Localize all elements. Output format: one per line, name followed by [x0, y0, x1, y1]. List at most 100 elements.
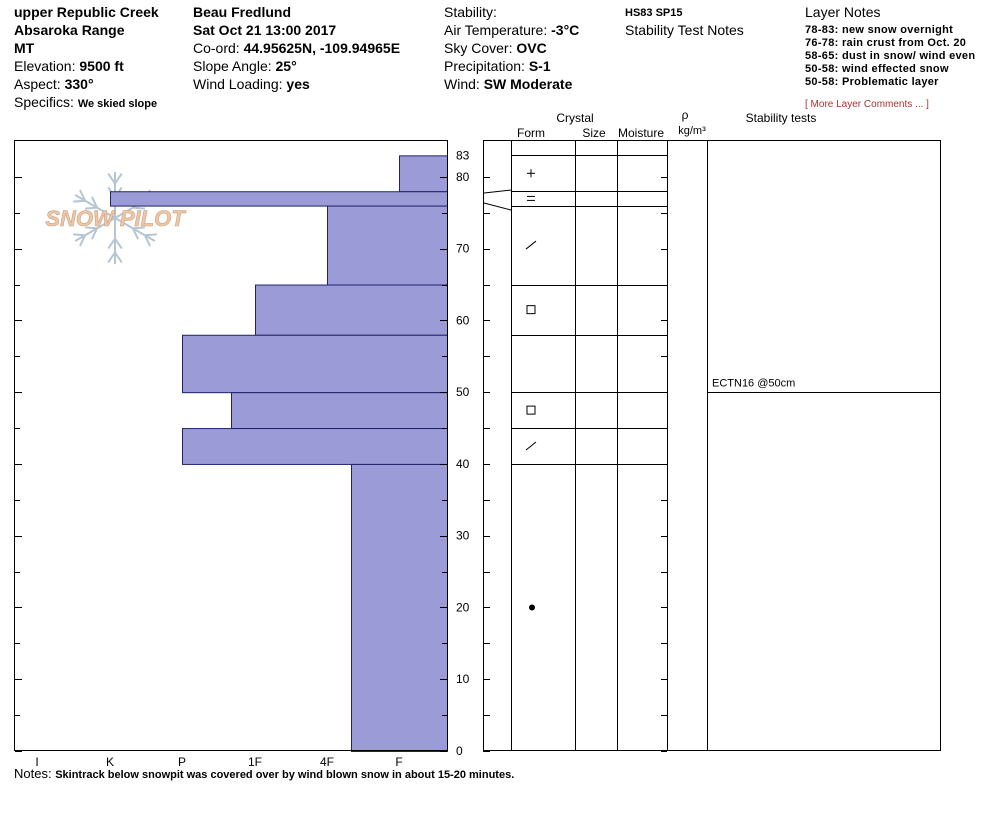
- wind-loading-label: Wind Loading:: [193, 76, 283, 92]
- hardness-label: 1F: [248, 755, 262, 769]
- grain-symbol-slash: [525, 441, 537, 451]
- layer-note: 76-78: rain crust from Oct. 20: [805, 37, 967, 49]
- hardness-label: F: [395, 755, 402, 769]
- wind-row: Wind: SW Moderate: [444, 76, 572, 92]
- coord-value: 44.95625N, -109.94965E: [243, 40, 401, 56]
- wind-label: Wind:: [444, 76, 480, 92]
- air-temp-row: Air Temperature: -3°C: [444, 22, 579, 38]
- notes-label: Notes:: [14, 766, 52, 781]
- depth-axis: 0 10 20 30 40 50 60 70 80 83: [15, 148, 667, 758]
- specifics-label: Specifics:: [14, 94, 74, 110]
- depth-label: 10: [456, 672, 470, 686]
- depth-label: 80: [456, 170, 470, 184]
- depth-label: 40: [456, 457, 470, 471]
- precip-row: Precipitation: S-1: [444, 58, 551, 74]
- hardness-bar: [327, 205, 448, 286]
- depth-label: 70: [456, 242, 470, 256]
- layer-note: 58-65: dust in snow/ wind even: [805, 50, 976, 62]
- depth-label: 50: [456, 385, 470, 399]
- snowflake-branch: [114, 251, 123, 263]
- hardness-plot-frame: [14, 140, 448, 751]
- snowflake-arm: [74, 194, 116, 219]
- layer-note: 78-83: new snow overnight: [805, 24, 954, 36]
- snowflake-branch: [114, 173, 123, 185]
- boundary-connector: [483, 189, 512, 194]
- snowflake-branch: [90, 227, 98, 240]
- aspect-row: Aspect: 330°: [14, 76, 94, 92]
- notes-row: Notes: Skintrack below snowpit was cover…: [14, 766, 514, 781]
- slope-row: Slope Angle: 25°: [193, 58, 297, 74]
- location-name: upper Republic Creek: [14, 4, 159, 20]
- hardness-bar: [110, 191, 448, 207]
- notes-text: Skintrack below snowpit was covered over…: [55, 769, 515, 781]
- hardness-bar: [351, 463, 448, 752]
- depth-label: 20: [456, 600, 470, 614]
- boundary-connector: [483, 202, 512, 211]
- grain-symbol-slash: [525, 240, 537, 250]
- density-rho-header: ρ: [682, 108, 689, 122]
- snowflake-branch: [85, 206, 98, 210]
- state: MT: [14, 40, 35, 56]
- snowflake-branch: [143, 234, 151, 247]
- snowflake-branch: [114, 238, 123, 250]
- hardness-bars: [110, 155, 448, 752]
- hardness-label: I: [35, 755, 38, 769]
- precip-label: Precipitation:: [444, 58, 525, 74]
- depth-label: 83: [456, 148, 470, 162]
- snowflake-branch: [79, 234, 87, 247]
- snowflake-branch: [144, 233, 157, 237]
- depth-label: 30: [456, 529, 470, 543]
- wind-loading-row: Wind Loading: yes: [193, 76, 310, 92]
- snowpilot-logo: SNOW PILOT: [45, 172, 187, 264]
- wind-value: SW Moderate: [483, 76, 573, 92]
- layer-rows: [483, 155, 667, 465]
- snowflake-arm: [74, 217, 116, 242]
- sky-cover-label: Sky Cover:: [444, 40, 513, 56]
- hardness-bar: [255, 284, 448, 336]
- stability-test-notes-label: Stability Test Notes: [625, 22, 744, 38]
- stability-tests-header: Stability tests: [746, 111, 817, 125]
- hardness-bar: [231, 392, 448, 430]
- hardness-bar: [182, 334, 448, 394]
- depth-label: 60: [456, 313, 470, 327]
- air-temp-label: Air Temperature:: [444, 22, 548, 38]
- layer-note: 50-58: Problematic layer: [805, 76, 939, 88]
- snowflake-branch: [85, 226, 98, 230]
- hs-sp-value: HS83 SP15: [625, 7, 683, 19]
- sky-cover-row: Sky Cover: OVC: [444, 40, 547, 56]
- hardness-bar: [182, 428, 448, 465]
- hardness-label: P: [178, 755, 186, 769]
- snowflake-branch: [73, 199, 86, 203]
- grain-forms: [525, 169, 537, 611]
- grain-symbol-square: [526, 305, 536, 315]
- elevation-row: Elevation: 9500 ft: [14, 58, 124, 74]
- mountain-range: Absaroka Range: [14, 22, 125, 38]
- elevation-value: 9500 ft: [79, 58, 124, 74]
- depth-label: 0: [456, 744, 463, 758]
- wind-loading-value: yes: [286, 76, 310, 92]
- grain-symbol-dot: [529, 604, 535, 611]
- hardness-label: 4F: [320, 755, 334, 769]
- snowflake-branch: [132, 226, 145, 230]
- specifics-value: We skied slope: [77, 98, 158, 110]
- snowflake-branch: [107, 173, 116, 185]
- observer-name: Beau Fredlund: [193, 4, 292, 20]
- hardness-axis-labels: I K P 1F 4F F: [35, 755, 402, 769]
- watermark-text: SNOW PILOT: [45, 206, 186, 231]
- observation-datetime: Sat Oct 21 13:00 2017: [193, 22, 337, 38]
- hardness-bar: [399, 155, 448, 193]
- snowflake-branch: [132, 206, 145, 210]
- more-layer-comments-link[interactable]: [ More Layer Comments ... ]: [805, 99, 929, 110]
- aspect-value: 330°: [64, 76, 94, 92]
- moisture-header: Moisture: [618, 126, 664, 140]
- form-header: Form: [517, 126, 545, 140]
- size-header: Size: [582, 126, 606, 140]
- hardness-label: K: [106, 755, 114, 769]
- stability-test-marks: ECTN16 @50cm: [707, 378, 941, 393]
- aspect-label: Aspect:: [14, 76, 61, 92]
- sky-cover-value: OVC: [516, 40, 547, 56]
- precip-value: S-1: [528, 58, 551, 74]
- elevation-label: Elevation:: [14, 58, 76, 74]
- layer-notes-title: Layer Notes: [805, 4, 881, 20]
